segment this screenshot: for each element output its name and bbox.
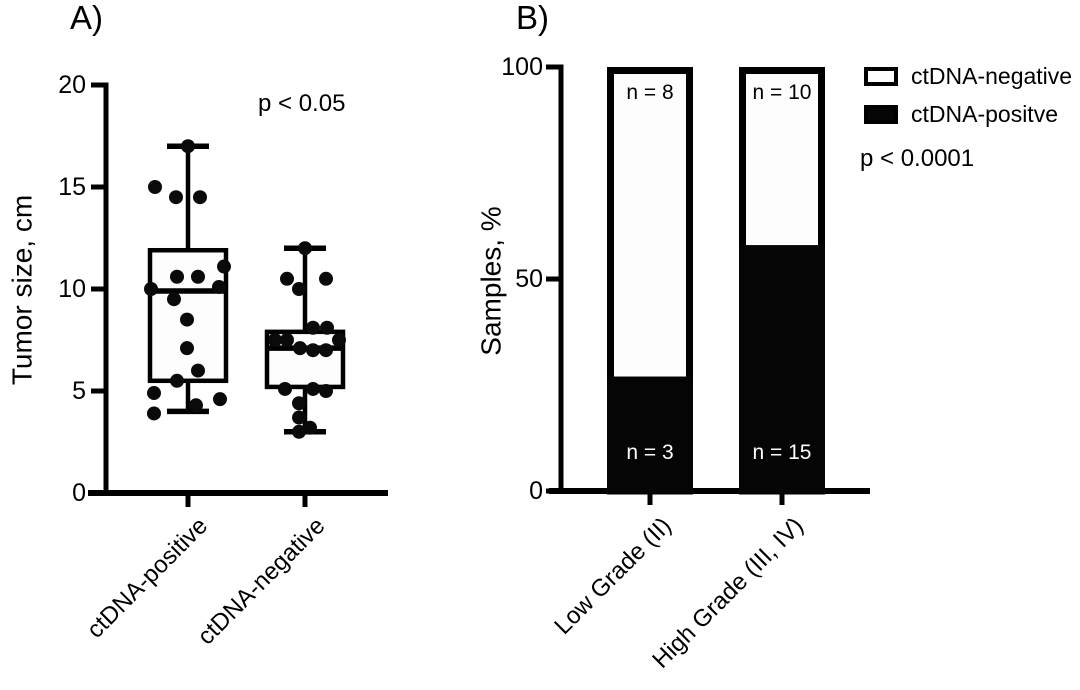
data-point <box>167 292 181 307</box>
data-point <box>292 410 306 425</box>
data-point <box>170 269 184 284</box>
data-point <box>191 363 205 378</box>
panel-b-pvalue: p < 0.0001 <box>860 145 975 172</box>
data-point <box>292 282 306 296</box>
data-point <box>147 406 161 421</box>
data-point <box>320 320 334 335</box>
bar-label-bottom-1: n = 15 <box>752 441 812 464</box>
data-point <box>319 271 333 286</box>
stacked-bar-High Grade (III, IV) <box>739 67 825 495</box>
panel-b-letter: B) <box>516 0 549 36</box>
panel-a-ytick-label-15: 15 <box>58 173 86 201</box>
bar-segment-positive <box>739 245 825 493</box>
data-point <box>147 386 161 401</box>
data-point <box>212 279 226 294</box>
panel-a-ytick-label-20: 20 <box>58 71 86 99</box>
data-point <box>306 381 320 396</box>
data-point <box>306 343 320 358</box>
bar-label-top-0: n = 8 <box>626 81 674 104</box>
boxplot-group-ctDNA-negative <box>264 241 346 439</box>
data-point <box>191 269 205 284</box>
data-point <box>319 343 333 358</box>
legend-item-ctDNA-negative: ctDNA-negative <box>864 63 1072 90</box>
legend-label: ctDNA-negative <box>911 63 1073 89</box>
data-point <box>169 190 183 205</box>
panel-b-ytick-label-0: 0 <box>529 477 543 505</box>
data-point <box>180 312 194 327</box>
data-point <box>332 333 346 347</box>
data-point <box>292 396 306 411</box>
data-point <box>280 271 294 286</box>
boxplot-group-ctDNA-positive <box>144 139 231 421</box>
data-point <box>144 282 158 296</box>
data-point <box>298 241 312 256</box>
data-point <box>319 384 333 398</box>
panel-a-ytick-label-0: 0 <box>72 479 86 507</box>
legend-swatch-icon <box>864 67 898 86</box>
data-point <box>181 139 195 154</box>
data-point <box>292 424 306 439</box>
legend-item-ctDNA-positve: ctDNA-positve <box>864 101 1058 128</box>
data-point <box>170 373 184 388</box>
data-point <box>293 341 307 356</box>
bar-label-top-1: n = 10 <box>752 81 812 104</box>
panel-a-ytick-label-10: 10 <box>58 275 86 303</box>
data-point <box>148 180 162 194</box>
legend-swatch-icon <box>864 105 898 124</box>
bar-segment-positive <box>607 376 693 493</box>
data-point <box>217 259 231 274</box>
legend-label: ctDNA-positve <box>911 101 1058 127</box>
data-point <box>213 392 227 407</box>
panel-b-stacked-bar-graphics <box>546 64 870 505</box>
panel-b-ytick-label-50: 50 <box>515 265 543 293</box>
data-point <box>189 398 203 413</box>
data-point <box>268 333 282 347</box>
data-point <box>180 341 194 356</box>
data-point <box>306 320 320 335</box>
data-point <box>280 333 294 347</box>
panel-a-ytick-label-5: 5 <box>72 377 86 405</box>
panel-a-pvalue: p < 0.05 <box>258 90 346 117</box>
stacked-bar-Low Grade (II) <box>607 67 693 495</box>
data-point <box>303 420 317 435</box>
bar-label-bottom-0: n = 3 <box>626 441 674 464</box>
data-point <box>278 381 292 396</box>
panel-b-ytick-label-100: 100 <box>501 53 543 81</box>
panel-a-boxplot-graphics <box>88 82 388 507</box>
panel-a-letter: A) <box>70 0 103 36</box>
data-point <box>193 190 207 205</box>
